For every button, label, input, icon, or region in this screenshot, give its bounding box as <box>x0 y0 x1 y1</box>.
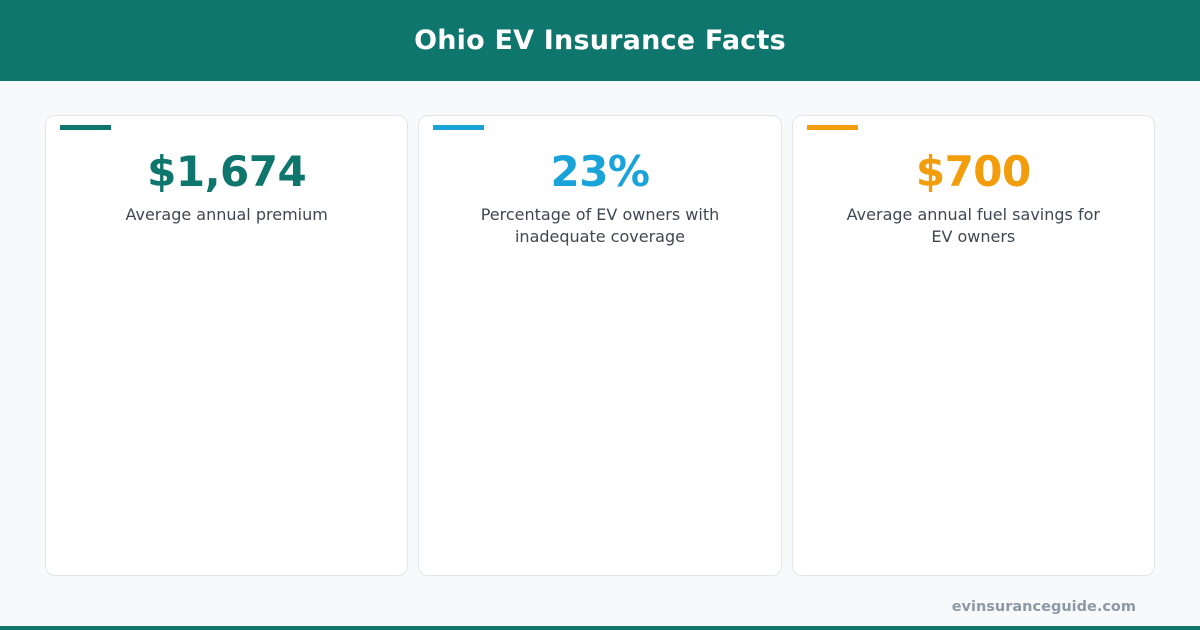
card-accent-bar <box>806 125 858 130</box>
page-title: Ohio EV Insurance Facts <box>414 25 786 56</box>
footer-bar <box>0 626 1200 630</box>
card-accent-bar <box>433 125 485 130</box>
fact-label: Average annual premium <box>125 205 328 224</box>
fact-value: $700 <box>915 147 1031 196</box>
fact-value: $1,674 <box>147 147 307 196</box>
fact-card-fuel-savings: $700 Average annual fuel savings for EV … <box>791 115 1155 576</box>
fact-cards: $1,674 Average annual premium 23% Percen… <box>45 115 1155 576</box>
fact-card-premium: $1,674 Average annual premium <box>45 115 409 576</box>
fact-label: Average annual fuel savings for EV owner… <box>846 205 1100 246</box>
fact-label: Percentage of EV owners with inadequate … <box>480 205 720 246</box>
card-accent-bar <box>60 125 111 130</box>
fact-value: 23% <box>550 147 650 196</box>
site-url: evinsuranceguide.com <box>951 599 1136 615</box>
fact-card-coverage: 23% Percentage of EV owners with inadequ… <box>418 115 782 576</box>
header-banner: Ohio EV Insurance Facts <box>0 0 1200 81</box>
